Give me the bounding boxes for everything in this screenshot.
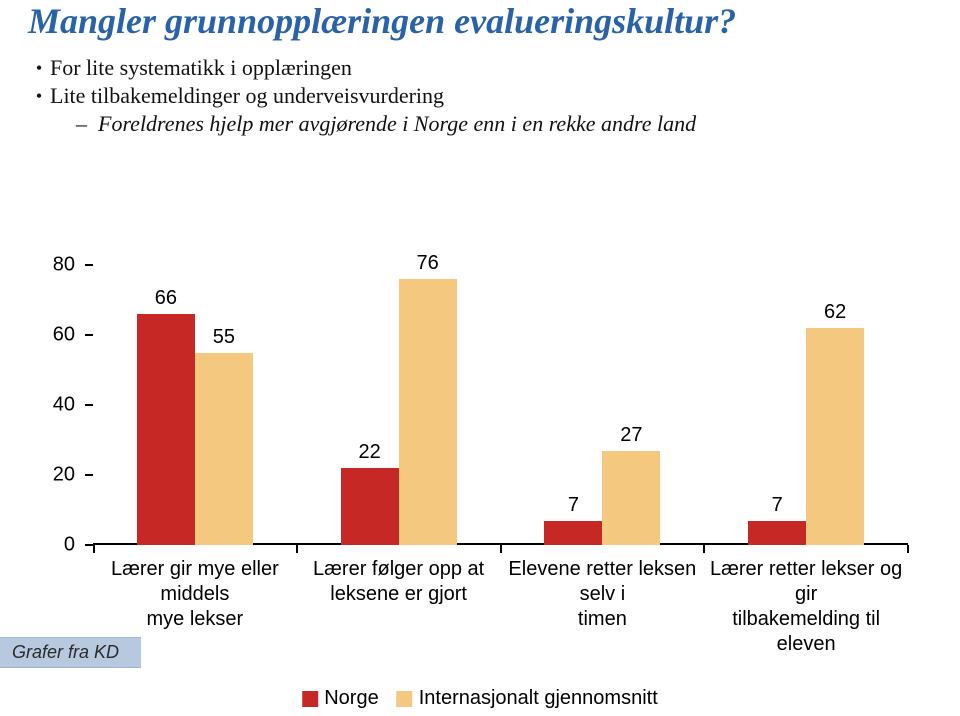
x-tick-mark — [296, 545, 298, 553]
sub-bullet-item: – Foreldrenes hjelp mer avgjørende i Nor… — [76, 111, 932, 137]
x-tick-mark — [93, 545, 95, 553]
bar-value-label: 76 — [399, 252, 457, 275]
y-tick-label: 0 — [33, 534, 75, 557]
bar-intl — [399, 279, 457, 545]
bar-group: 7 27 — [544, 265, 660, 545]
x-tick-mark — [907, 545, 909, 553]
bar-group: 6655 — [137, 265, 253, 545]
x-category-label: Elevene retter leksen selv itimen — [501, 557, 705, 632]
bar-norge — [544, 521, 602, 546]
bar-value-label: 55 — [195, 326, 253, 349]
x-category-label: Lærer gir mye eller middelsmye lekser — [93, 557, 297, 632]
bullet-dot-icon: • — [28, 83, 50, 109]
bar-value-label: 22 — [341, 441, 399, 464]
bar-norge — [137, 314, 195, 545]
legend-swatch-norge — [302, 691, 318, 707]
source-badge: Grafer fra KD — [0, 637, 141, 668]
bullet-text: For lite systematikk i opplæringen — [50, 55, 352, 81]
bar-value-label: 66 — [137, 287, 195, 310]
x-tick-mark — [500, 545, 502, 553]
bullet-dot-icon: • — [28, 55, 50, 81]
bar-value-label: 27 — [602, 424, 660, 447]
y-tick-mark — [85, 404, 93, 406]
slide: Mangler grunnopplæringen evalueringskult… — [0, 0, 960, 716]
y-tick-label: 80 — [33, 254, 75, 277]
y-tick-mark — [85, 264, 93, 266]
slide-title: Mangler grunnopplæringen evalueringskult… — [28, 0, 932, 43]
bar-chart: 02040608066552276727762 Lærer gir mye el… — [28, 230, 933, 650]
bar-intl — [602, 451, 660, 546]
bullet-item: • Lite tilbakemeldinger og underveisvurd… — [28, 83, 932, 109]
y-tick-label: 60 — [33, 324, 75, 347]
bar-norge — [748, 521, 806, 546]
y-tick-mark — [85, 544, 93, 546]
legend-label: Norge — [324, 687, 378, 710]
bar-intl — [195, 353, 253, 546]
bullet-text: Lite tilbakemeldinger og underveisvurder… — [50, 83, 444, 109]
bullet-list: • For lite systematikk i opplæringen • L… — [28, 55, 932, 137]
dash-icon: – — [76, 111, 98, 137]
sub-bullet-text: Foreldrenes hjelp mer avgjørende i Norge… — [98, 111, 696, 137]
bar-group: 2276 — [341, 265, 457, 545]
bar-value-label: 7 — [748, 494, 806, 517]
bar-norge — [341, 468, 399, 545]
legend-label: Internasjonalt gjennomsnitt — [419, 687, 658, 710]
bar-group: 7 62 — [748, 265, 864, 545]
plot-area: 02040608066552276727762 — [93, 265, 908, 545]
legend-swatch-intl — [397, 691, 413, 707]
x-category-label: Lærer retter lekser og girtilbakemelding… — [704, 557, 908, 657]
y-tick-mark — [85, 334, 93, 336]
bar-intl — [806, 328, 864, 545]
bar-value-label: 7 — [544, 494, 602, 517]
y-tick-label: 40 — [33, 394, 75, 417]
x-tick-mark — [703, 545, 705, 553]
x-category-label: Lærer følger opp atleksene er gjort — [297, 557, 501, 607]
bullet-item: • For lite systematikk i opplæringen — [28, 55, 932, 81]
chart-legend: Norge Internasjonalt gjennomsnitt — [302, 687, 658, 710]
y-tick-label: 20 — [33, 464, 75, 487]
x-axis-labels-area: Lærer gir mye eller middelsmye lekserLær… — [93, 545, 908, 635]
y-tick-mark — [85, 474, 93, 476]
bar-value-label: 62 — [806, 301, 864, 324]
